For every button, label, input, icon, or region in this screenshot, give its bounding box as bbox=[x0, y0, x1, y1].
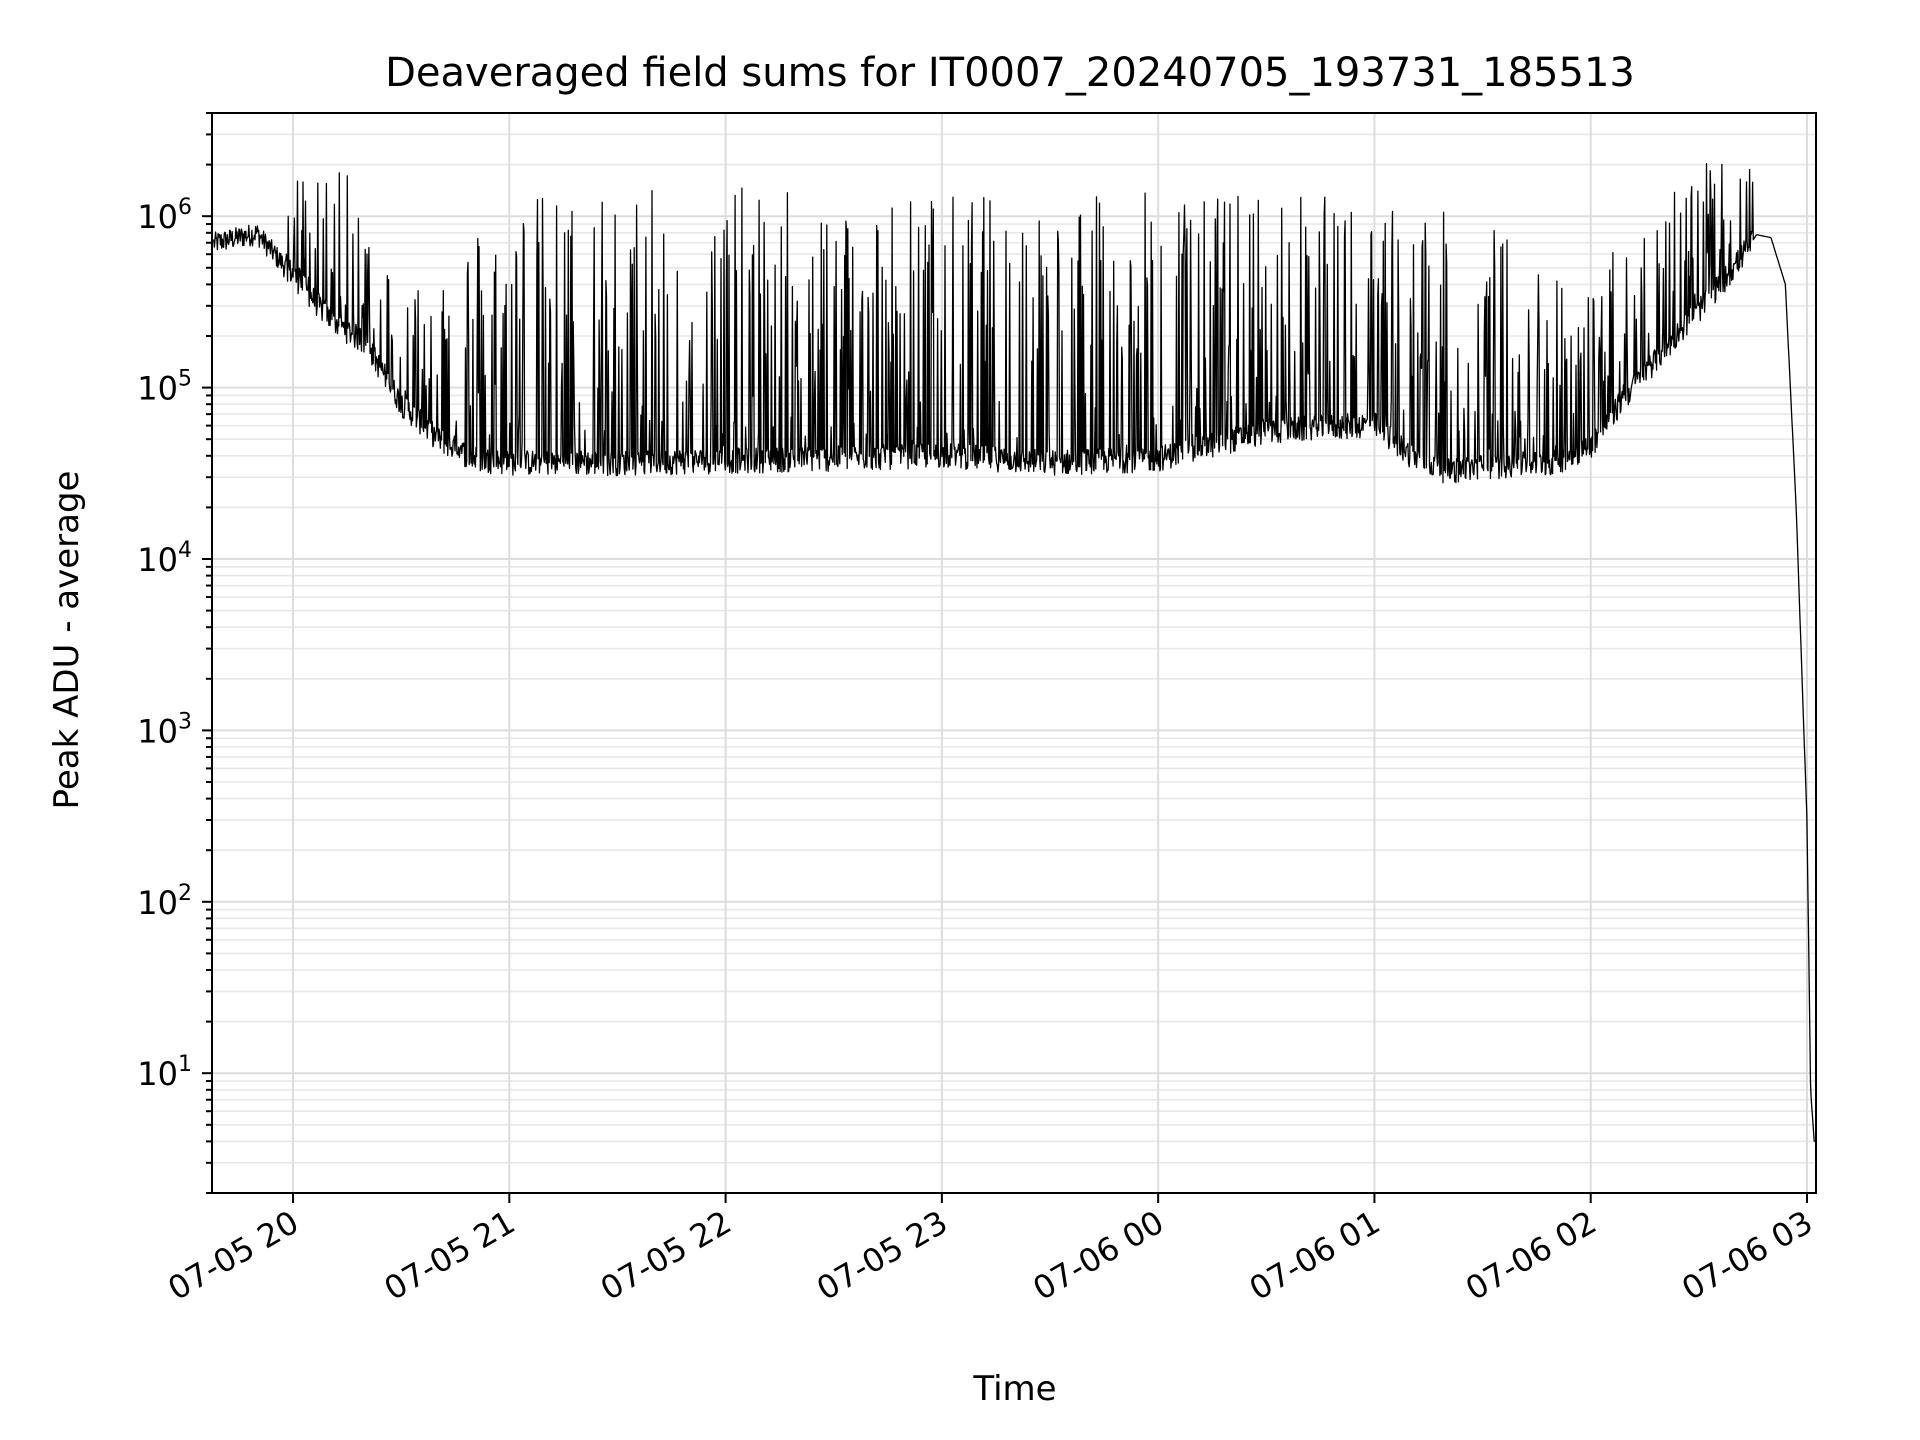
y-tick-label: 101 bbox=[137, 1052, 192, 1093]
y-tick-label: 103 bbox=[137, 709, 192, 750]
y-tick-label-exponent: 4 bbox=[178, 538, 192, 563]
y-tick-label-base: 10 bbox=[137, 370, 178, 408]
y-tick-label-exponent: 3 bbox=[178, 709, 192, 734]
y-tick-label-exponent: 5 bbox=[178, 367, 192, 392]
y-tick-label-exponent: 6 bbox=[178, 195, 192, 220]
y-tick-label-exponent: 2 bbox=[178, 881, 192, 906]
y-tick-label-base: 10 bbox=[137, 1055, 178, 1093]
plot-frame bbox=[211, 112, 1817, 1194]
y-tick-label-base: 10 bbox=[137, 884, 178, 922]
y-tick-label-base: 10 bbox=[137, 198, 178, 236]
y-axis-title: Peak ADU - average bbox=[47, 471, 87, 810]
y-tick-label: 106 bbox=[137, 195, 192, 236]
chart-title: Deaveraged field sums for IT0007_2024070… bbox=[385, 50, 1635, 96]
y-tick-label: 104 bbox=[137, 538, 192, 579]
y-tick-label: 105 bbox=[137, 367, 192, 408]
y-tick-label-base: 10 bbox=[137, 712, 178, 750]
data-line bbox=[213, 163, 1815, 1143]
data-line-group bbox=[213, 163, 1815, 1143]
y-tick-label-exponent: 1 bbox=[178, 1052, 192, 1077]
x-axis-title: Time bbox=[972, 1369, 1056, 1409]
y-tick-label-base: 10 bbox=[137, 541, 178, 579]
y-tick-label: 102 bbox=[137, 881, 192, 922]
